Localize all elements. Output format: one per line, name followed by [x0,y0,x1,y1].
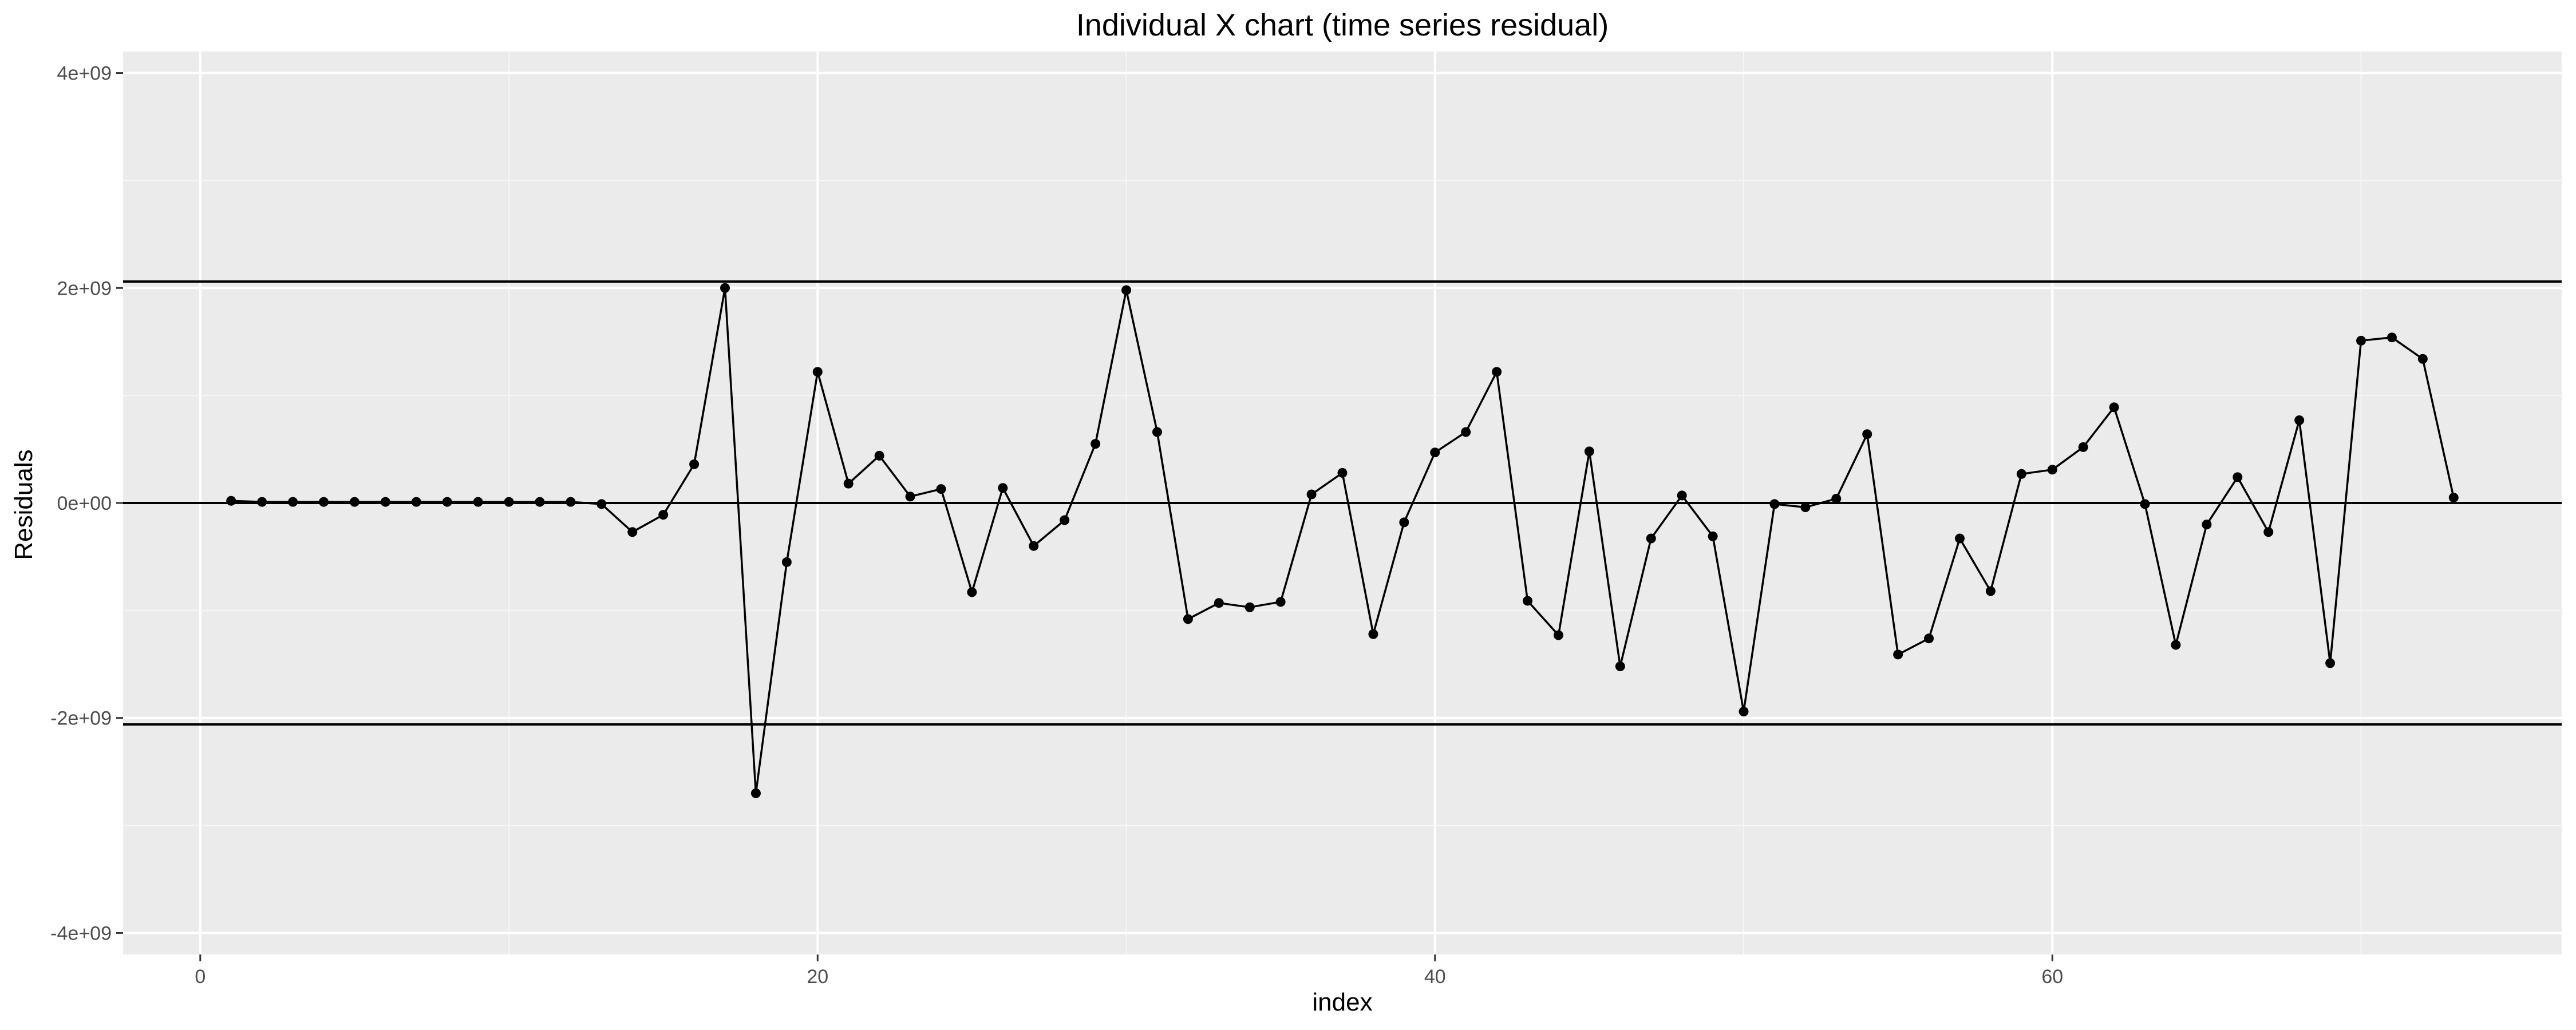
residual-series [226,283,2459,798]
y-tick-label: -2e+09 [50,708,112,730]
data-point [812,367,823,377]
data-point [2233,472,2243,482]
data-point [1584,446,1594,457]
data-point [380,497,390,507]
data-point [720,283,730,293]
data-point [1893,649,1903,660]
data-point [1985,586,1996,596]
data-point [1029,541,1039,551]
y-axis-title: Residuals [10,449,38,560]
data-point [1831,493,1842,504]
data-point [967,587,977,597]
data-point [1523,596,1533,606]
data-point [1275,597,1286,607]
data-point [1646,533,1656,544]
data-point [473,497,483,507]
y-tick-label: -4e+09 [50,922,112,944]
data-point [1368,629,1378,639]
data-point [566,497,576,507]
data-point [1924,633,1934,644]
data-point [2202,520,2212,530]
data-point [1461,427,1471,437]
data-point [504,497,514,507]
data-point [1060,515,1070,525]
data-point [2109,402,2119,413]
data-point [1214,598,1224,608]
x-tick-label: 0 [195,966,206,988]
data-point [2356,335,2366,346]
chart-title: Individual X chart (time series residual… [1076,8,1609,42]
data-point [658,510,669,520]
data-point [1708,531,1718,541]
data-point [998,483,1008,493]
data-point [1430,447,1440,458]
data-point [2140,499,2150,509]
data-point [1337,468,1348,478]
data-point [936,484,946,494]
data-point [1244,602,1255,612]
x-tick-label: 40 [1424,966,1446,988]
y-axis: 4e+09 2e+09 0e+00 -2e+09 -4e+09 [50,63,123,944]
data-point [2263,527,2274,537]
data-point [1183,614,1193,624]
data-point [1769,499,1780,509]
data-point [1121,285,1132,295]
y-tick-label: 4e+09 [57,63,112,85]
y-tick-label: 2e+09 [57,278,112,299]
data-point [843,478,854,489]
data-point [596,499,607,509]
data-point [319,497,329,507]
x-axis: 0 20 40 60 [195,954,2063,988]
data-point [1152,427,1162,437]
data-point [2016,469,2026,479]
data-point [627,527,638,537]
data-point [1677,490,1687,501]
data-point [1553,630,1563,640]
data-point [1615,661,1625,672]
data-point [874,450,884,461]
data-point [1739,706,1749,716]
data-point [2078,442,2088,452]
data-point [2171,640,2181,650]
data-point [1800,502,1811,513]
control-limit-lines [123,280,2562,726]
data-point [1399,517,1409,528]
data-point [1492,367,1502,377]
data-point [349,497,359,507]
y-tick-label: 0e+00 [57,493,112,514]
x-tick-label: 20 [807,966,828,988]
data-point [1091,439,1101,449]
data-point [1862,429,1872,439]
data-point [750,788,761,798]
data-point [2417,354,2428,364]
data-point [1954,533,1965,544]
data-point [226,496,236,506]
data-point [2448,493,2459,503]
data-point [1306,489,1317,500]
data-point [905,492,915,502]
data-point [288,497,298,507]
data-point [411,497,421,507]
x-tick-label: 60 [2041,966,2063,988]
data-point [535,497,545,507]
data-point [2325,658,2336,668]
data-point [689,459,700,469]
data-point [442,497,452,507]
data-point [2047,465,2057,475]
data-point [781,557,792,567]
data-point [2387,332,2397,343]
x-axis-title: index [1312,988,1372,1016]
data-point [257,497,267,507]
data-point [2294,415,2305,425]
